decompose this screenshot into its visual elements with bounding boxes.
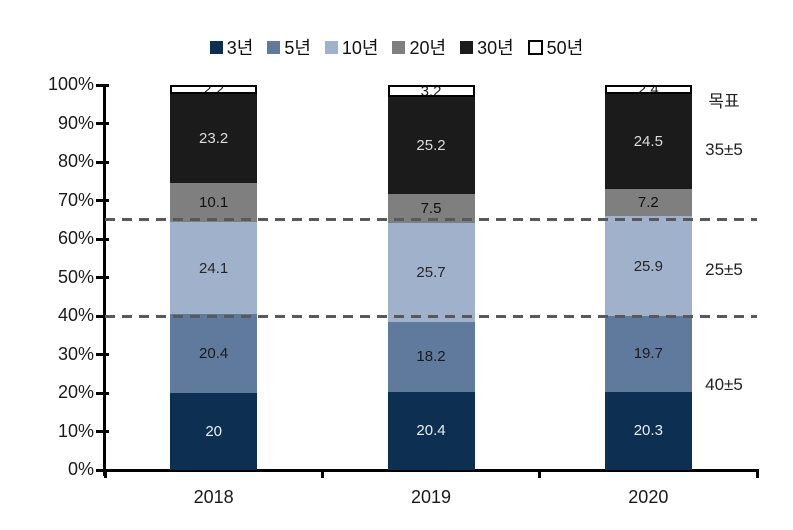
bar-segment-3년-2019: 20.4 [387, 391, 475, 470]
legend-marker-20년 [392, 40, 406, 54]
y-tick-label-10: 10% [57, 420, 94, 441]
chart-legend: 3년 5년 10년 20년 30년 50년 [0, 34, 793, 60]
y-tick-100 [96, 83, 109, 87]
y-tick-label-60: 60% [57, 228, 94, 248]
bar-segment-50년-2018: 2.2 [170, 85, 258, 94]
bar-segment-label: 25.2 [416, 137, 446, 155]
bar-segment-label: 25.7 [416, 263, 446, 281]
bar-segment-3년-2018: 20 [170, 393, 258, 470]
y-tick-20 [96, 391, 109, 395]
bar-segment-5년-2020: 19.7 [604, 316, 692, 392]
y-tick-label-30: 30% [57, 343, 94, 364]
y-tick-label-20: 20% [57, 382, 94, 402]
legend-item-30년: 30년 [460, 34, 514, 60]
guide-line-65pct [105, 218, 757, 222]
bar-segment-label: 20.3 [633, 422, 663, 440]
y-tick-90 [96, 122, 109, 125]
legend-label: 3년 [226, 38, 254, 58]
y-tick-label-70: 70% [57, 189, 94, 210]
x-axis-line [103, 469, 759, 472]
legend-marker-3년 [209, 40, 223, 54]
y-tick-label-80: 80% [57, 151, 94, 171]
legend-marker-5년 [267, 40, 281, 54]
bar-segment-label: 23.2 [199, 129, 229, 147]
x-label-2018: 2018 [193, 487, 234, 507]
bar-segment-label: 18.2 [416, 348, 446, 366]
x-tick-0 [103, 470, 107, 478]
y-axis-line [103, 85, 106, 476]
annotation-1: 35±5 [705, 140, 743, 160]
x-label-2020: 2020 [628, 487, 669, 507]
bar-segment-3년-2020: 20.3 [604, 391, 692, 470]
annotation-0: 목표 [708, 91, 740, 111]
annotation-3: 40±5 [705, 375, 743, 395]
bar-segment-20년-2019: 7.5 [387, 194, 475, 223]
bar-segment-label: 25.9 [633, 257, 663, 275]
guide-line-40pct [105, 314, 757, 318]
y-tick-10 [96, 430, 109, 433]
legend-label: 5년 [284, 38, 311, 58]
bar-segment-label: 20.4 [199, 345, 229, 363]
bar-2018: 2.2 23.2 10.1 24.1 20.4 20 [170, 85, 258, 470]
legend-label: 20년 [409, 38, 447, 58]
bar-segment-30년-2018: 23.2 [170, 93, 258, 183]
bar-segment-10년-2019: 25.7 [387, 222, 475, 322]
bar-segment-5년-2018: 20.4 [170, 314, 258, 393]
bar-segment-20년-2020: 7.2 [604, 188, 692, 217]
bar-segment-label: 24.1 [199, 259, 229, 277]
y-tick-label-100: 100% [47, 74, 94, 94]
bar-segment-label: 19.7 [633, 345, 663, 363]
y-tick-0 [96, 468, 109, 472]
y-tick-40 [96, 314, 109, 318]
legend-item-50년: 50년 [527, 34, 584, 60]
bar-2020: 2.4 24.5 7.2 25.9 19.7 20.3 [604, 85, 692, 470]
x-tick-2 [538, 470, 542, 478]
bar-segment-label: 20 [205, 423, 222, 440]
y-tick-80 [96, 160, 109, 164]
bar-segment-label: 10.1 [199, 193, 229, 211]
bar-segment-label: 2.4 [637, 85, 659, 95]
bar-segment-50년-2019: 3.2 [387, 85, 475, 98]
x-tick-3 [755, 470, 759, 478]
legend-label: 30년 [477, 38, 514, 58]
legend-label: 10년 [341, 38, 379, 58]
y-tick-label-0: 0% [67, 459, 94, 479]
legend-marker-30년 [460, 40, 474, 54]
legend-item-5년: 5년 [267, 34, 311, 60]
bar-segment-label: 2.2 [203, 87, 224, 91]
legend-item-3년: 3년 [209, 34, 254, 60]
y-tick-label-40: 40% [57, 305, 94, 325]
bar-segment-label: 3.2 [420, 85, 442, 98]
legend-marker-50년 [527, 39, 543, 55]
legend-marker-10년 [324, 40, 338, 54]
y-tick-50 [96, 276, 109, 279]
y-tick-70 [96, 199, 109, 202]
bar-segment-label: 7.5 [420, 200, 442, 218]
bar-segment-5년-2019: 18.2 [387, 321, 475, 392]
bar-segment-label: 24.5 [633, 132, 663, 150]
bar-segment-10년-2018: 24.1 [170, 221, 258, 315]
bar-segment-label: 7.2 [637, 193, 659, 211]
bar-segment-10년-2020: 25.9 [604, 216, 692, 317]
y-tick-60 [96, 237, 109, 241]
legend-item-10년: 10년 [324, 34, 379, 60]
y-tick-label-90: 90% [57, 112, 94, 133]
y-tick-label-50: 50% [57, 266, 94, 287]
x-tick-1 [320, 470, 324, 478]
bar-segment-label: 20.4 [416, 422, 446, 440]
legend-label: 50년 [546, 38, 584, 58]
bar-2019: 3.2 25.2 7.5 25.7 18.2 20.4 [387, 85, 475, 470]
bar-segment-50년-2020: 2.4 [604, 85, 692, 95]
annotation-2: 25±5 [705, 259, 743, 279]
bar-segment-30년-2020: 24.5 [604, 94, 692, 189]
bar-segment-30년-2019: 25.2 [387, 97, 475, 195]
bar-segment-20년-2018: 10.1 [170, 182, 258, 222]
legend-item-20년: 20년 [392, 34, 446, 60]
x-label-2019: 2019 [410, 487, 452, 507]
y-tick-30 [96, 353, 109, 356]
